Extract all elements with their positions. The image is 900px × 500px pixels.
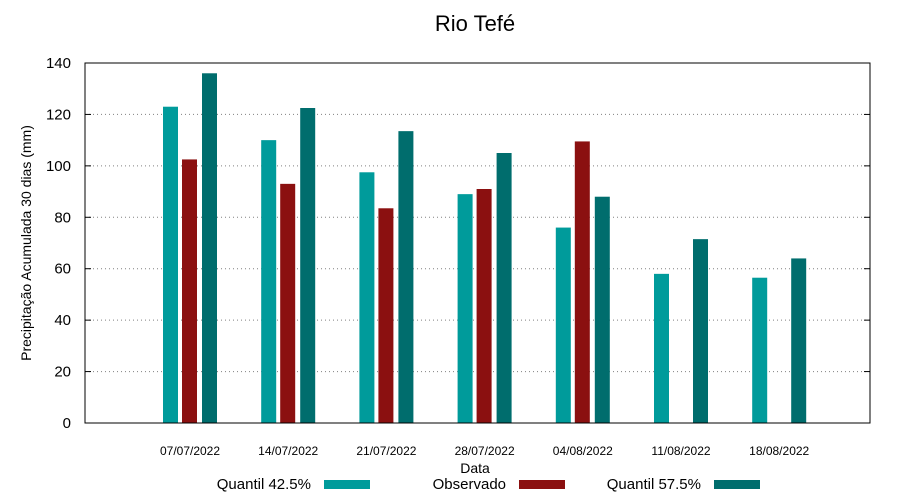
y-tick-label: 20: [54, 364, 71, 381]
bar: [398, 131, 414, 423]
y-axis-label: Precipitação Acumulada 30 dias (mm): [18, 125, 34, 361]
bar: [654, 273, 669, 423]
legend: Quantil 42.5% Observado Quantil 57.5%: [217, 476, 760, 493]
legend-swatch: [519, 480, 565, 489]
bar: [752, 277, 768, 423]
bar: [555, 227, 571, 423]
x-axis-label: Data: [460, 460, 490, 476]
bar: [359, 172, 375, 423]
x-tick-label: 18/08/2022: [749, 444, 809, 458]
bar: [594, 196, 610, 423]
legend-label: Quantil 42.5%: [217, 476, 311, 493]
x-tick-label: 28/07/2022: [455, 444, 515, 458]
bar: [476, 189, 492, 423]
y-tick-label: 80: [54, 209, 71, 226]
legend-swatch: [324, 480, 370, 489]
legend-label: Observado: [433, 476, 506, 493]
bar: [280, 183, 296, 423]
legend-label: Quantil 57.5%: [607, 476, 701, 493]
y-tick-label: 120: [46, 106, 71, 123]
x-tick-label: 04/08/2022: [553, 444, 613, 458]
bars: [163, 73, 807, 424]
bar: [791, 258, 807, 423]
plot-frame: [84, 62, 871, 424]
bar: [574, 141, 590, 423]
x-tick-label: 14/07/2022: [258, 444, 318, 458]
bar: [457, 194, 473, 423]
legend-swatch: [714, 480, 760, 489]
x-tick-label: 07/07/2022: [160, 444, 220, 458]
y-tick-label: 100: [46, 158, 71, 175]
bar: [182, 159, 197, 423]
bar: [261, 140, 277, 423]
x-tick-label: 11/08/2022: [651, 444, 710, 458]
chart-title: Rio Tefé: [435, 11, 515, 36]
bar: [693, 239, 708, 423]
bar: [202, 73, 217, 424]
y-tick-label: 60: [54, 261, 71, 278]
bar: [496, 153, 512, 423]
y-axis-ticks: 0 20 40 60 80 100 120 140: [46, 55, 870, 432]
bar: [378, 208, 394, 423]
bar: [300, 108, 316, 423]
y-tick-label: 40: [54, 312, 71, 329]
x-axis-ticks: 07/07/2022 14/07/2022 21/07/2022 28/07/2022…: [160, 444, 810, 458]
x-tick-label: 21/07/2022: [356, 444, 416, 458]
bar: [163, 106, 178, 423]
y-tick-label: 0: [63, 415, 71, 432]
y-tick-label: 140: [46, 55, 71, 72]
